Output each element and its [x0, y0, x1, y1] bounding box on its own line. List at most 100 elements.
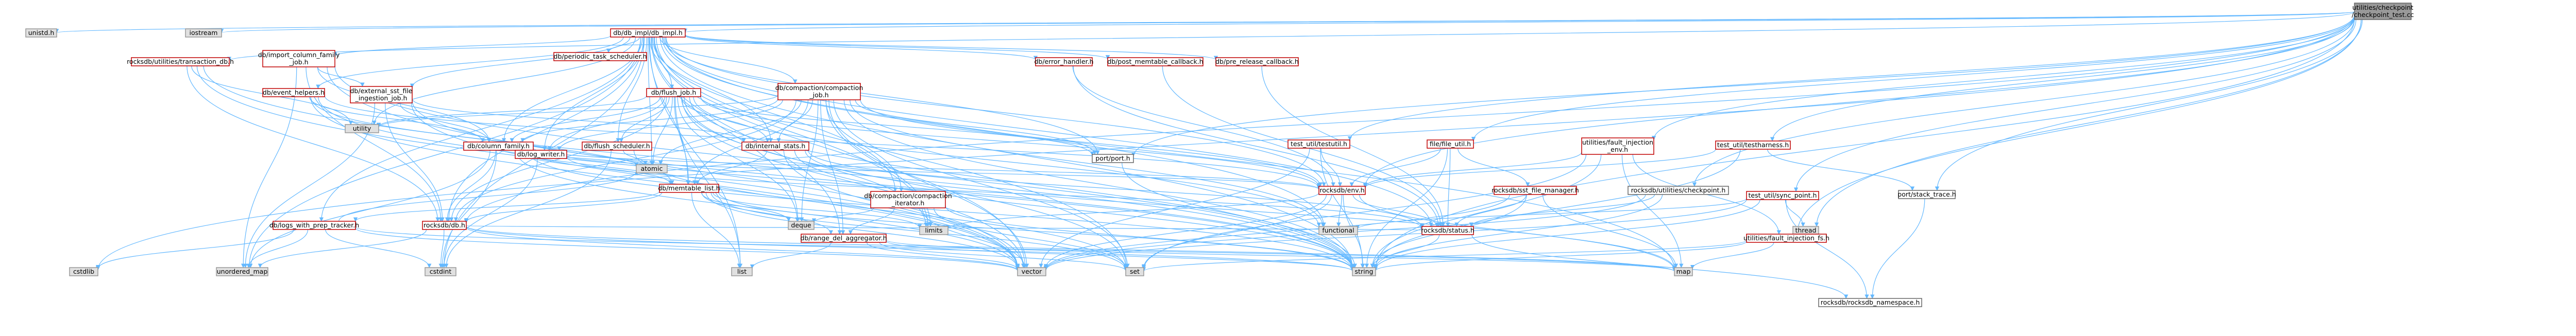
node-set-label: set: [1130, 268, 1140, 275]
edge-faultfs-to-map: [1690, 242, 1774, 270]
node-fileutil[interactable]: file/file_util.h: [1427, 139, 1474, 149]
node-utility[interactable]: utility: [345, 124, 379, 133]
node-memlist[interactable]: db/memtable_list.h: [658, 184, 720, 193]
edge-rocksdb_env-to-rocksdb_status: [1352, 194, 1439, 227]
node-rocksdb_ns[interactable]: rocksdb/rocksdb_namespace.h: [1818, 298, 1922, 307]
node-list[interactable]: list: [731, 267, 753, 276]
node-dbimpl[interactable]: db/db_impl/db_impl.h: [610, 28, 686, 38]
node-rocksdb_status-box: [1421, 226, 1474, 235]
node-cstdlib[interactable]: cstdlib: [69, 267, 98, 276]
node-sstfilemgr[interactable]: rocksdb/sst_file_manager.h: [1492, 186, 1579, 195]
node-iostream[interactable]: iostream: [185, 28, 222, 38]
node-util_txdb[interactable]: rocksdb/utilities/transaction_db.h: [127, 57, 234, 66]
node-evhelpers[interactable]: db/event_helpers.h: [262, 88, 325, 97]
edge-dbimpl-to-set: [656, 37, 1129, 268]
edge-dbimpl-to-periodic: [606, 37, 640, 53]
node-errhandler[interactable]: db/error_handler.h: [1034, 57, 1094, 66]
edge-rocksdb_status-to-string: [1370, 234, 1440, 268]
node-functional[interactable]: functional: [1318, 226, 1358, 235]
node-unordered_map-box: [216, 267, 268, 276]
node-syncpoint[interactable]: test_util/sync_point.h: [1746, 191, 1819, 200]
node-evhelpers-label: db/event_helpers.h: [263, 89, 325, 96]
node-faultfs[interactable]: utilities/fault_injection_fs.h: [1743, 234, 1829, 243]
node-compiter[interactable]: db/compaction/compaction_iterator.h: [864, 191, 952, 208]
node-stacktrace-box: [1898, 190, 1956, 199]
edge-logwriter-to-rocksdb_status: [566, 156, 1425, 229]
edge-rangedel-to-set: [879, 242, 1128, 271]
edge-memlist-to-list: [691, 192, 742, 268]
edge-rangedel-to-vector: [866, 242, 1020, 270]
node-compjob[interactable]: db/compaction/compaction_job.h: [775, 83, 863, 100]
node-util_txdb-label: rocksdb/utilities/transaction_db.h: [127, 58, 234, 65]
edge-logsprep-to-cstdlib: [95, 229, 294, 270]
edge-compjob-to-rocksdb_env: [860, 99, 1323, 187]
edge-compjob-to-logwriter: [557, 99, 783, 151]
node-postmem[interactable]: db/post_memtable_callback.h: [1107, 57, 1204, 66]
node-util_checkpoint[interactable]: rocksdb/utilities/checkpoint.h: [1628, 186, 1729, 195]
node-logsprep[interactable]: db/logs_with_prep_tracker.h: [269, 221, 359, 230]
edge-internalstats-to-map: [805, 150, 1677, 271]
node-testutil[interactable]: test_util/testutil.h: [1287, 139, 1350, 149]
edge-util_txdb-to-rocksdb_db: [187, 65, 440, 222]
node-root[interactable]: utilities/checkpoint/checkpoint_test.cc: [2352, 3, 2414, 20]
node-faultenv[interactable]: utilities/fault_injection_env.h: [1581, 137, 1654, 155]
node-rocksdb_db[interactable]: rocksdb/db.h: [422, 221, 467, 230]
node-vector[interactable]: vector: [1017, 267, 1046, 276]
edge-flushjob-to-utility: [376, 95, 647, 128]
node-internalstats[interactable]: db/internal_stats.h: [741, 142, 809, 151]
node-functional-label: functional: [1322, 226, 1354, 234]
node-atomic-box: [636, 164, 668, 173]
edge-faultfs-to-set: [1142, 240, 1747, 272]
node-testharness[interactable]: test_util/testharness.h: [1715, 140, 1791, 150]
edge-rocksdb_db-to-map: [466, 226, 1676, 272]
node-importcf-label: db/import_column_family: [258, 51, 340, 59]
edge-flushsched-to-cstdint: [444, 150, 612, 268]
edge-logsprep-to-unordered_map: [246, 229, 309, 268]
node-cstdint[interactable]: cstdint: [425, 267, 456, 276]
node-flushjob[interactable]: db/flush_job.h: [646, 88, 701, 97]
edge-syncpoint-to-functional: [1355, 198, 1747, 229]
node-portport[interactable]: port/port.h: [1092, 154, 1134, 163]
node-logwriter[interactable]: db/log_writer.h: [515, 150, 567, 159]
node-colfam-label: db/column_family.h: [467, 142, 530, 150]
node-set[interactable]: set: [1125, 267, 1144, 276]
node-stacktrace[interactable]: port/stack_trace.h: [1897, 190, 1956, 199]
edge-compjob-to-colfam: [520, 98, 778, 143]
node-periodic-box: [553, 52, 647, 61]
node-extsst[interactable]: db/external_sst_file_ingestion_job.h: [350, 86, 413, 103]
edge-root-to-cstdlib: [95, 14, 2355, 271]
edge-flushjob-to-vector: [681, 96, 1026, 268]
node-utility-box: [345, 124, 379, 133]
edge-dbimpl-to-internalstats: [652, 37, 773, 143]
node-thread[interactable]: thread: [1792, 226, 1819, 235]
edge-root-to-thread: [1814, 19, 2362, 227]
edge-compjob-to-functional: [850, 99, 1325, 227]
node-rocksdb_status[interactable]: rocksdb/status.h: [1421, 226, 1475, 235]
edge-memlist-to-rocksdb_db: [464, 192, 663, 223]
node-prerelease[interactable]: db/pre_release_callback.h: [1215, 57, 1299, 66]
node-layer: utilities/checkpoint/checkpoint_test.ccu…: [25, 3, 2414, 307]
node-faultenv-label: utilities/fault_injection: [1582, 138, 1653, 146]
node-atomic[interactable]: atomic: [636, 164, 668, 173]
node-unistd[interactable]: unistd.h: [25, 28, 57, 38]
node-root-label: utilities/checkpoint: [2352, 4, 2414, 11]
edge-flushjob-to-list: [674, 96, 743, 268]
node-logsprep-label: db/logs_with_prep_tracker.h: [269, 221, 359, 229]
node-rangedel[interactable]: db/range_del_aggregator.h: [800, 234, 887, 243]
edge-importcf-to-unordered_map: [241, 66, 297, 268]
node-map[interactable]: map: [1674, 267, 1693, 276]
edge-compjob-to-string: [843, 99, 1355, 269]
node-unordered_map[interactable]: unordered_map: [216, 267, 268, 276]
node-flushsched[interactable]: db/flush_scheduler.h: [582, 142, 652, 151]
node-rocksdb_env-box: [1318, 186, 1366, 195]
node-string[interactable]: string: [1352, 267, 1376, 276]
node-periodic[interactable]: db/periodic_task_scheduler.h: [553, 52, 647, 61]
node-rocksdb_env[interactable]: rocksdb/env.h: [1318, 186, 1366, 195]
node-colfam[interactable]: db/column_family.h: [463, 142, 534, 151]
node-limits[interactable]: limits: [919, 226, 948, 235]
edge-faultenv-to-set: [1141, 154, 1587, 270]
edge-compjob-to-deque: [799, 99, 819, 222]
node-importcf[interactable]: db/import_column_family_job.h: [258, 50, 340, 67]
edge-faultfs-to-string: [1373, 241, 1747, 272]
node-deque[interactable]: deque: [788, 221, 815, 230]
